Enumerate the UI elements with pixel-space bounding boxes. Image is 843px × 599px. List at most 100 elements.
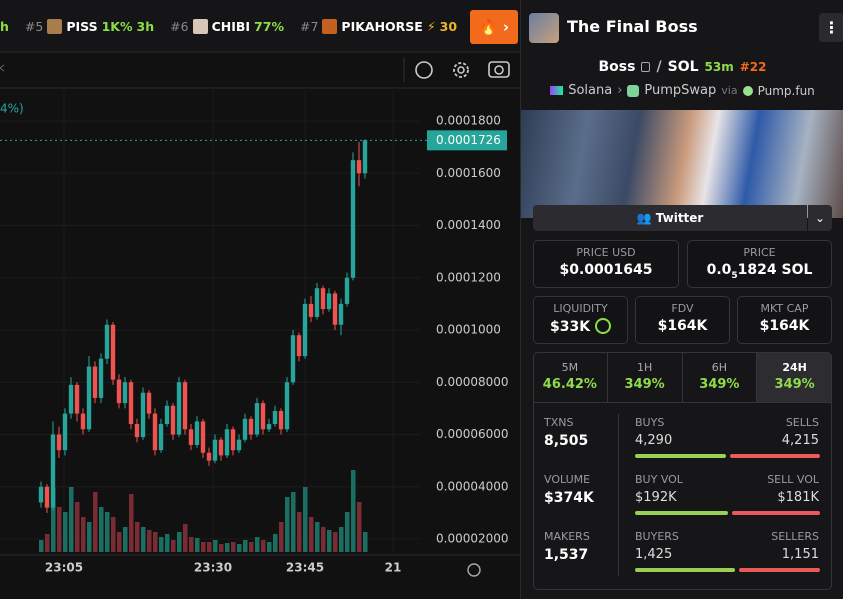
volume-bar [267,542,272,552]
chain[interactable]: Solana [568,83,613,98]
candle-body [320,288,326,310]
ticker-cut: h [0,18,9,34]
volume-bar [255,537,260,552]
volume-bar [135,522,140,552]
volume-bar [195,538,200,552]
volume-bar [243,540,248,552]
volume-bar [171,540,176,552]
volume-bar [45,534,50,552]
label: PRICE [743,246,776,259]
candle-body [176,382,182,435]
volume-bar [261,540,266,552]
ticker: h #5 PISS 1K% 3h #6 CHIBI 77% #7 PIKAHORSE ⚡ 30 [0,0,470,52]
volume-bar [147,530,152,552]
candle-body [74,384,80,414]
base-symbol: Boss [598,59,636,75]
candle-body [236,439,242,451]
volume-bar [219,544,224,552]
volume-bar [207,542,212,552]
volume-bar [177,532,182,552]
candle-body [50,434,56,508]
copy-icon[interactable] [641,62,651,72]
candle-body [350,160,356,278]
pair-rank: #22 [739,60,767,74]
bar [635,568,736,572]
candle-body [344,277,350,304]
launchpad[interactable]: Pump.fun [757,83,815,98]
tab-label: 1H [636,361,653,374]
prefix: 0.0 [706,262,732,278]
token-name: PISS [66,18,98,34]
tab[interactable]: 5M 46.42% [533,352,608,402]
tab[interactable]: 24H 349% [757,352,832,402]
quote-symbol: SOL [667,59,699,75]
volume-bar [189,537,194,552]
volume-bar [231,542,236,552]
candle-body [164,405,170,425]
y-tick-label: 0.00006000 [436,427,509,441]
candle-body [266,424,272,430]
volume [39,470,368,552]
stat-value: $374K [544,490,594,506]
tab-change: 46.42% [542,377,597,392]
ticker-item[interactable]: #5 PISS 1K% 3h [24,18,154,34]
left-value: 4,290 [635,433,673,448]
y-tick-label: 0.0001000 [436,323,501,337]
bar [732,511,820,515]
via: via [721,84,738,97]
volume-bar [345,512,350,552]
volume-bar [309,517,314,552]
price-chart: 4%) 0.0001800 0.0001600 0.0001400 0.0001200… [0,51,520,577]
expand-button[interactable]: ⌄ [808,205,832,231]
value: 0.051824 SOL [688,262,831,281]
dex[interactable]: PumpSwap [644,83,717,98]
token-icon [322,18,338,34]
token-icon [47,18,63,34]
candle-body [104,324,110,359]
indicator-icon[interactable] [415,61,433,79]
chain-icon [550,86,564,95]
candle-body [122,382,128,404]
menu-button[interactable]: ⋮ [819,13,843,42]
candle-body [218,439,224,456]
twitter-button[interactable]: 👥 Twitter [533,205,807,231]
volume-bar [273,534,278,552]
auto-scale-button[interactable] [467,563,481,577]
candle-body [260,403,266,430]
ticker-item[interactable]: #7 PIKAHORSE ⚡ 30 [300,18,458,34]
tab[interactable]: 6H 349% [683,352,758,402]
camera-icon[interactable] [488,61,510,78]
volume-bar [363,532,368,552]
boost: 30 [439,18,458,34]
y-tick-label: 0.00004000 [436,479,509,493]
change: 77% [254,18,284,34]
price-native-box: PRICE 0.051824 SOL [687,240,832,288]
trending-button[interactable]: 🔥 › [470,10,518,44]
candle-body [362,140,368,174]
x-tick-label: 21 [385,561,402,575]
right-label: SELL VOL [767,473,819,486]
toolbar-icons[interactable] [0,58,510,82]
y-tick-label: 0.00008000 [436,375,509,389]
ticker-item[interactable]: #6 CHIBI 77% [170,18,284,34]
stat-value: 1,537 [544,547,589,563]
settings-icon[interactable] [453,62,469,78]
right-label: SELLS [785,416,819,429]
dex-icon [627,84,640,97]
right-label: SELLERS [771,530,819,543]
tab-change: 349% [774,377,815,392]
metric-box: LIQUIDITY $33K [533,296,628,344]
volume-bar [123,527,128,552]
candle-body [296,335,302,357]
tab[interactable]: 1H 349% [608,352,683,402]
rank: #6 [170,18,189,34]
volume-bar [153,532,158,552]
candle-body [110,324,116,380]
candle-body [212,439,218,461]
arrow-icon [0,64,5,72]
candle-body [134,424,140,438]
y-tick-label: 0.0001800 [436,114,501,128]
pair-title: The Final Boss [567,17,698,36]
rank: #5 [24,18,44,34]
value: $33K [534,318,627,335]
